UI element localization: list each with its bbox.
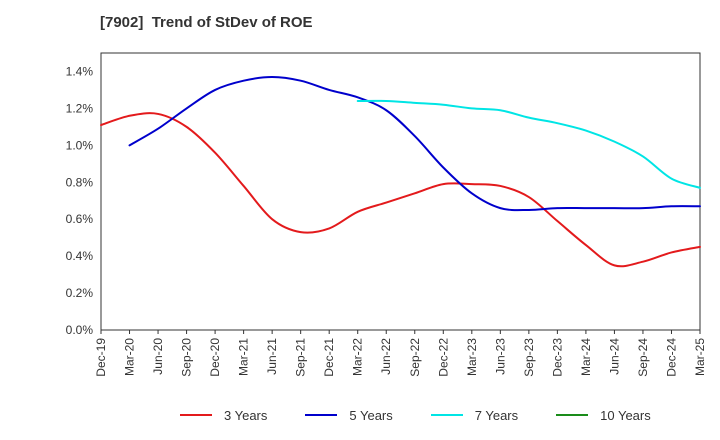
x-tick-label: Jun-22 bbox=[379, 338, 393, 375]
x-tick-label: Mar-22 bbox=[351, 338, 365, 376]
x-tick-label: Sep-20 bbox=[180, 338, 194, 377]
x-tick-label: Dec-24 bbox=[664, 338, 678, 377]
x-tick-label: Jun-20 bbox=[151, 338, 165, 375]
legend-item-3-years: 3 Years bbox=[180, 408, 267, 423]
x-tick-label: Mar-25 bbox=[693, 338, 707, 376]
series-line-7-years bbox=[356, 99, 701, 189]
legend-label: 5 Years bbox=[349, 407, 393, 423]
x-axis-tick-labels: Dec-19 Mar-20 Jun-20 Sep-20 Dec-20 Mar-21 Jun-… bbox=[94, 338, 707, 377]
plot-area bbox=[100, 52, 701, 331]
legend-item-7-years: 7 Years bbox=[430, 407, 519, 423]
legend-swatch bbox=[556, 414, 589, 416]
x-tick-label: Dec-19 bbox=[94, 338, 108, 377]
legend-swatch bbox=[180, 414, 212, 416]
y-tick-label: 1.0% bbox=[66, 138, 94, 152]
x-tick-label: Sep-23 bbox=[522, 338, 536, 377]
axes bbox=[100, 52, 701, 334]
x-tick-label: Sep-24 bbox=[636, 338, 650, 377]
x-tick-label: Jun-21 bbox=[265, 338, 279, 375]
legend: 3 Years 5 Years 7 Years 10 Years bbox=[180, 404, 689, 426]
x-tick-label: Mar-21 bbox=[237, 338, 251, 376]
series-line-3-years bbox=[100, 112, 701, 268]
y-tick-label: 0.0% bbox=[66, 323, 94, 337]
x-tick-label: Mar-24 bbox=[579, 338, 593, 376]
y-tick-label: 1.4% bbox=[66, 64, 94, 78]
x-tick-label: Jun-24 bbox=[607, 338, 621, 375]
legend-item-10-years: 10 Years bbox=[556, 408, 651, 423]
y-axis-tick-labels: 0.0% 0.2% 0.4% 0.6% 0.8% 1.0% 1.2% 1.4% bbox=[66, 64, 94, 337]
chart-title: [7902] Trend of StDev of ROE bbox=[100, 14, 313, 31]
x-tick-label: Sep-22 bbox=[408, 338, 422, 377]
x-tick-label: Jun-23 bbox=[493, 338, 507, 375]
x-tick-label: Mar-20 bbox=[123, 338, 137, 376]
series-line-5-years bbox=[128, 76, 701, 212]
y-tick-label: 0.8% bbox=[66, 175, 94, 189]
legend-label: 10 Years bbox=[600, 407, 651, 423]
x-tick-label: Sep-21 bbox=[294, 338, 308, 377]
x-tick-label: Dec-22 bbox=[436, 338, 450, 377]
series-lines bbox=[100, 76, 701, 268]
legend-label: 3 Years bbox=[224, 407, 268, 423]
legend-label: 7 Years bbox=[474, 407, 519, 423]
y-tick-label: 1.2% bbox=[66, 101, 94, 115]
legend-swatch bbox=[305, 414, 338, 416]
y-tick-label: 0.4% bbox=[66, 249, 94, 263]
x-tick-label: Dec-20 bbox=[208, 338, 222, 377]
legend-item-5-years: 5 Years bbox=[305, 407, 393, 423]
y-tick-label: 0.6% bbox=[66, 212, 94, 226]
legend-swatch bbox=[430, 414, 463, 416]
x-tick-label: Dec-23 bbox=[550, 338, 564, 377]
y-tick-label: 0.2% bbox=[66, 286, 94, 300]
x-tick-label: Mar-23 bbox=[465, 338, 479, 376]
x-tick-label: Dec-21 bbox=[322, 338, 336, 377]
